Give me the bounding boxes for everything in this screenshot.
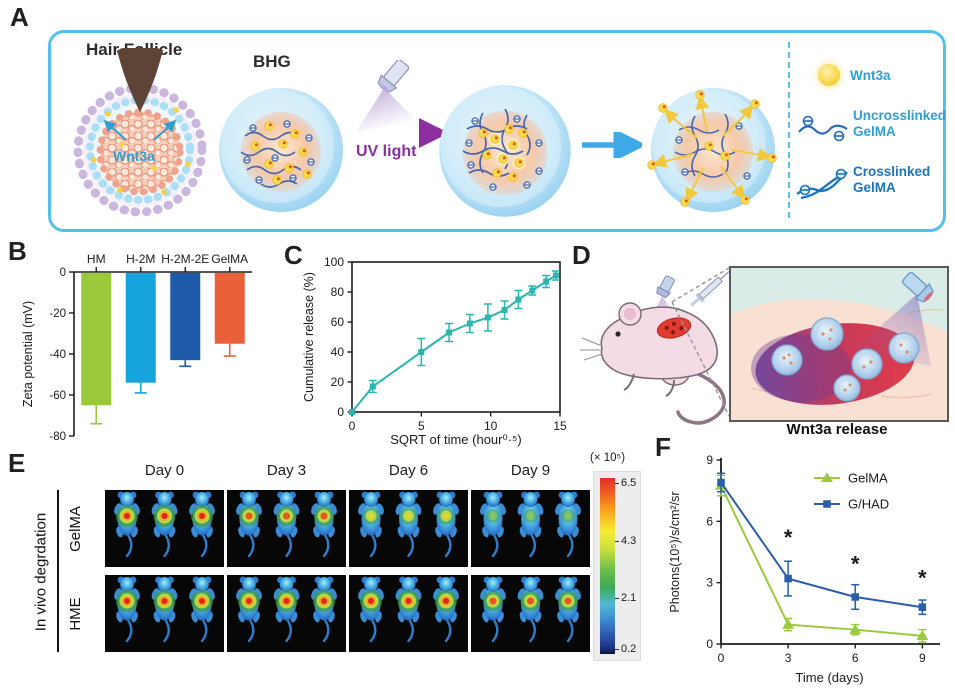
bhg-sphere-crosslinked: [439, 85, 571, 217]
row-label-hme: HME: [67, 597, 84, 631]
svg-text:*: *: [918, 566, 927, 591]
wnt3a-release-illustration: [731, 268, 947, 420]
svg-text:0: 0: [337, 405, 344, 419]
day-6-label: Day 6: [388, 462, 429, 479]
row-label-gelma: GelMA: [67, 506, 84, 552]
mice-image-hme-day0: [105, 575, 224, 652]
panel-label-a: A: [10, 2, 29, 32]
svg-text:-60: -60: [49, 390, 66, 402]
hair-follicle-illustration: [73, 48, 207, 217]
in-vivo-degradation-label: In vivo degrdation: [32, 512, 50, 632]
svg-text:100: 100: [324, 255, 344, 269]
svg-text:60: 60: [331, 315, 345, 329]
day-9-label: Day 9: [510, 462, 551, 479]
svg-text:80: 80: [331, 285, 345, 299]
svg-text:3: 3: [706, 576, 713, 590]
legend-divider: [788, 42, 790, 218]
colorbar-title: (× 10⁵): [590, 452, 626, 464]
wnt3a-release-caption: Wnt3a release: [786, 421, 888, 438]
inset-connector-lines: [671, 267, 730, 417]
bhg-label: BHG: [253, 52, 291, 71]
svg-text:-40: -40: [49, 349, 66, 361]
colorbar-tick-65: 6.5: [621, 477, 637, 489]
panel-label-e: E: [8, 448, 26, 478]
svg-text:*: *: [851, 551, 860, 576]
svg-text:Time (days): Time (days): [795, 670, 863, 685]
svg-text:10: 10: [484, 419, 498, 433]
svg-text:20: 20: [331, 375, 345, 389]
svg-text:HM: HM: [87, 252, 106, 266]
uv-light-label: UV light: [356, 143, 417, 160]
svg-text:Cumulative release (%): Cumulative release (%): [302, 272, 316, 402]
svg-text:H-2M: H-2M: [126, 252, 155, 266]
wnt3a-legend-icon: [818, 64, 840, 86]
legend-label-uncrosslinked: Uncrosslinked GelMA: [853, 108, 947, 139]
svg-text:3: 3: [785, 651, 792, 665]
row-group-line: [57, 490, 59, 652]
svg-text:-80: -80: [49, 431, 66, 443]
mouse-illustration: [580, 270, 730, 425]
svg-text:40: 40: [331, 345, 345, 359]
colorbar-tick-21: 2.1: [621, 592, 637, 604]
svg-text:GelMA: GelMA: [848, 471, 888, 486]
colorbar-tick-mark: [615, 598, 619, 599]
mice-image-hme-day6: [349, 575, 468, 652]
mice-image-gelma-day3: [227, 490, 346, 567]
wnt3a-follicle-label: Wnt3a: [113, 148, 155, 164]
colorbar-tick-mark: [615, 541, 619, 542]
svg-text:SQRT of time (hour⁰·⁵): SQRT of time (hour⁰·⁵): [390, 432, 522, 447]
svg-text:6: 6: [706, 514, 713, 528]
legend-label-wnt3a: Wnt3a: [850, 68, 891, 83]
day-3-label: Day 3: [266, 462, 307, 479]
mice-image-gelma-day9: [471, 490, 590, 567]
mice-image-hme-day9: [471, 575, 590, 652]
colorbar-gradient: [600, 478, 615, 654]
svg-text:9: 9: [919, 651, 926, 665]
svg-text:0: 0: [706, 637, 713, 651]
colorbar-tick-mark: [615, 649, 619, 650]
crosslinked-gelma-icon: [796, 168, 848, 200]
bioluminescence-image-grid: [105, 490, 590, 652]
colorbar-tick-02: 0.2: [621, 643, 637, 655]
process-arrow: [582, 132, 642, 158]
panel-a-frame: [48, 30, 946, 232]
svg-text:5: 5: [418, 419, 425, 433]
svg-text:*: *: [784, 525, 793, 550]
uncrosslinked-gelma-icon: [798, 115, 848, 142]
colorbar-tick-mark: [615, 483, 619, 484]
svg-text:GelMA: GelMA: [211, 252, 248, 266]
svg-text:0: 0: [718, 651, 725, 665]
svg-text:Photons(10⁵)/s/cm²/sr: Photons(10⁵)/s/cm²/sr: [668, 491, 682, 612]
svg-text:9: 9: [706, 453, 713, 467]
bhg-sphere-uncrosslinked: [219, 88, 343, 212]
svg-text:-20: -20: [49, 308, 66, 320]
svg-text:15: 15: [553, 419, 567, 433]
colorbar-tick-43: 4.3: [621, 535, 637, 547]
day-0-label: Day 0: [144, 462, 185, 479]
panel-label-b: B: [8, 236, 27, 266]
bhg-sphere-releasing: [647, 88, 777, 212]
svg-text:H-2M-2E: H-2M-2E: [161, 252, 209, 266]
svg-text:0: 0: [349, 419, 356, 433]
zeta-potential-chart: 0 -20 -40 -60 -80 HM H-2M H-2M-2E GelMA Zeta pote…: [18, 244, 258, 453]
svg-text:0: 0: [60, 267, 66, 279]
legend-label-crosslinked: Crosslinked GelMA: [853, 164, 931, 195]
day-labels-row: Day 0 Day 3 Day 6 Day 9: [105, 462, 590, 479]
photons-chart: 0 3 6 9 0 3 6 9 GelMA G/HAD * * * Time (days) Photons(…: [664, 444, 954, 696]
panel-label-d: D: [572, 240, 591, 270]
mice-image-hme-day3: [227, 575, 346, 652]
uv-light-illustration: [352, 60, 449, 148]
panel-label-f: F: [655, 432, 671, 462]
panel-label-c: C: [284, 240, 303, 270]
wnt3a-release-inset: [729, 266, 949, 422]
cumulative-release-chart: 0 5 10 15 0 20 40 60 80 100 SQRT of time (hour⁰·⁵)…: [300, 250, 572, 457]
svg-text:6: 6: [852, 651, 859, 665]
mice-image-gelma-day6: [349, 490, 468, 567]
mice-image-gelma-day0: [105, 490, 224, 567]
svg-text:G/HAD: G/HAD: [848, 497, 889, 512]
svg-text:Zeta potential (mV): Zeta potential (mV): [21, 301, 35, 407]
